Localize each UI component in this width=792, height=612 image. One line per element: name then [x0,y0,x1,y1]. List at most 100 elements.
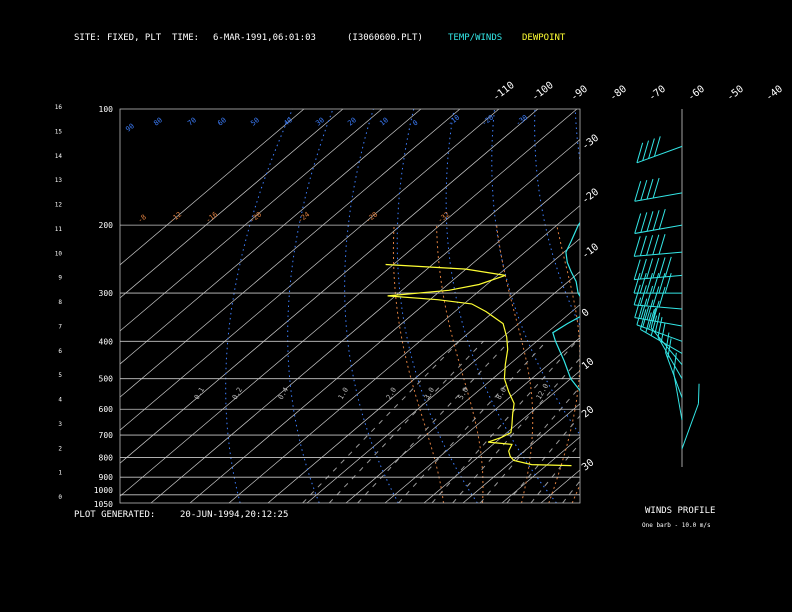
wind-barb-shaft [634,192,683,202]
moist-adiabat-line [496,225,534,503]
sounding-series [385,221,580,467]
wind-barb-flag [634,213,642,234]
dry-adiabat-label: -30 [514,113,529,127]
plot-frame [119,108,581,504]
site-label: SITE: [74,33,102,43]
wind-barb-shaft [636,324,683,342]
pressure-tick-label: 500 [99,375,114,384]
axis-labels: 1002003004005006007008009001000105001234… [55,80,785,509]
isotherm-line [120,109,539,464]
isotherm-line [120,109,344,299]
wind-barb-shaft [673,372,683,421]
dry-adiabat-label: 90 [124,122,136,133]
wind-barb-flag [654,136,661,157]
height-tick-label: 6 [58,348,62,355]
wind-barb-shaft [634,274,683,281]
wind-barb-flag [636,304,644,326]
dry-adiabat-label: 20 [346,116,358,127]
dry-adiabat-line [696,109,792,503]
top-temperature-label: -60 [686,84,707,104]
wind-barb-flag [636,142,644,163]
mixing-ratio-label: 0.4 [277,386,290,401]
isotherm-line [462,403,580,503]
right-temperature-label: 10 [580,356,596,372]
dry-adiabat-line [737,109,792,503]
wind-barb-flag [639,309,647,330]
wind-barb-flag [657,317,663,338]
dry-adiabat-line [396,109,478,503]
dry-adiabat-line [287,109,334,503]
top-temperature-label: -70 [647,84,668,104]
barb-note: One barb - 10.0 m/s [642,522,711,529]
mixing-ratio-line [479,386,580,503]
height-tick-label: 3 [58,421,62,428]
height-tick-label: 0 [58,494,62,501]
isotherm-line [501,436,580,503]
wind-barb-flag [658,209,666,230]
dry-adiabat-label: 30 [314,116,326,127]
moist-adiabat-label: -32 [436,210,451,224]
top-temperature-label: -90 [569,84,590,104]
dry-adiabat-label: 40 [282,116,294,127]
mixing-ratio-line [328,340,484,503]
wind-barb-flag [646,299,654,320]
wind-barb-flag [652,210,660,231]
isotherm-line [228,205,580,503]
height-tick-label: 14 [55,153,63,160]
mixing-ratio-line [530,442,580,503]
dry-adiabat-label: 0 [411,119,419,128]
pressure-tick-label: 700 [99,431,114,440]
mixing-ratio-label: 1.0 [337,386,350,401]
legend-temp-winds: TEMP/WINDS [448,33,503,43]
wind-barb-flag [639,285,647,306]
wind-barb-flag [650,307,657,329]
isotherm-line [658,109,792,503]
pressure-tick-label: 600 [99,405,114,414]
winds-profile-label: WINDS PROFILE [645,506,716,516]
top-temperature-label: -110 [491,80,517,104]
wind-barb-flag [652,257,660,279]
mixing-ratio-line [562,480,580,503]
wind-barb-flag [673,352,677,373]
height-tick-label: 16 [55,104,63,111]
wind-barb-flag [639,272,647,294]
isotherm-line [423,370,580,503]
height-tick-label: 11 [55,226,63,233]
site-value: FIXED, PLT [107,33,162,43]
top-temperature-label: -100 [530,80,556,104]
mixing-ratio-label: 8.0 [495,386,508,401]
top-temperature-label: -40 [764,84,785,104]
right-temperature-label: -10 [580,242,601,262]
height-tick-label: 7 [58,323,62,330]
isotherm-line [579,502,580,503]
time-value: 6-MAR-1991,06:01:03 [213,33,316,43]
moist-adiabat-label: -16 [204,210,219,224]
isotherm-line [267,238,580,503]
time-label: TIME: [172,33,200,43]
mixing-ratio-line [302,340,460,503]
isotherm-line [120,109,578,497]
wind-barb-flag [640,212,648,233]
dry-adiabat-line [534,109,580,327]
wind-barb-flag [642,306,649,328]
right-temperature-label: 0 [580,307,592,319]
wind-barb-flag [633,272,641,294]
height-tick-label: 9 [58,275,62,282]
right-temperature-label: 20 [580,404,596,420]
pressure-tick-label: 800 [99,453,114,462]
wind-barb-shaft [634,317,683,327]
wind-barb-flag [648,309,655,330]
wind-barb-shaft [636,145,683,164]
wind-barb-flag [646,211,654,232]
wind-barb-flag [633,284,641,306]
wind-barb-flag [646,178,654,200]
wind-barb-flag [646,235,654,256]
mixing-ratio-label: 0.2 [231,386,244,401]
wind-barb-flag [658,234,666,255]
wind-barb-flag [650,315,658,336]
dry-adiabat-line [344,109,399,503]
wind-barb-flag [645,312,652,333]
dry-adiabat-line [656,109,792,503]
isotherm-line [120,109,305,266]
height-tick-label: 15 [55,128,63,135]
